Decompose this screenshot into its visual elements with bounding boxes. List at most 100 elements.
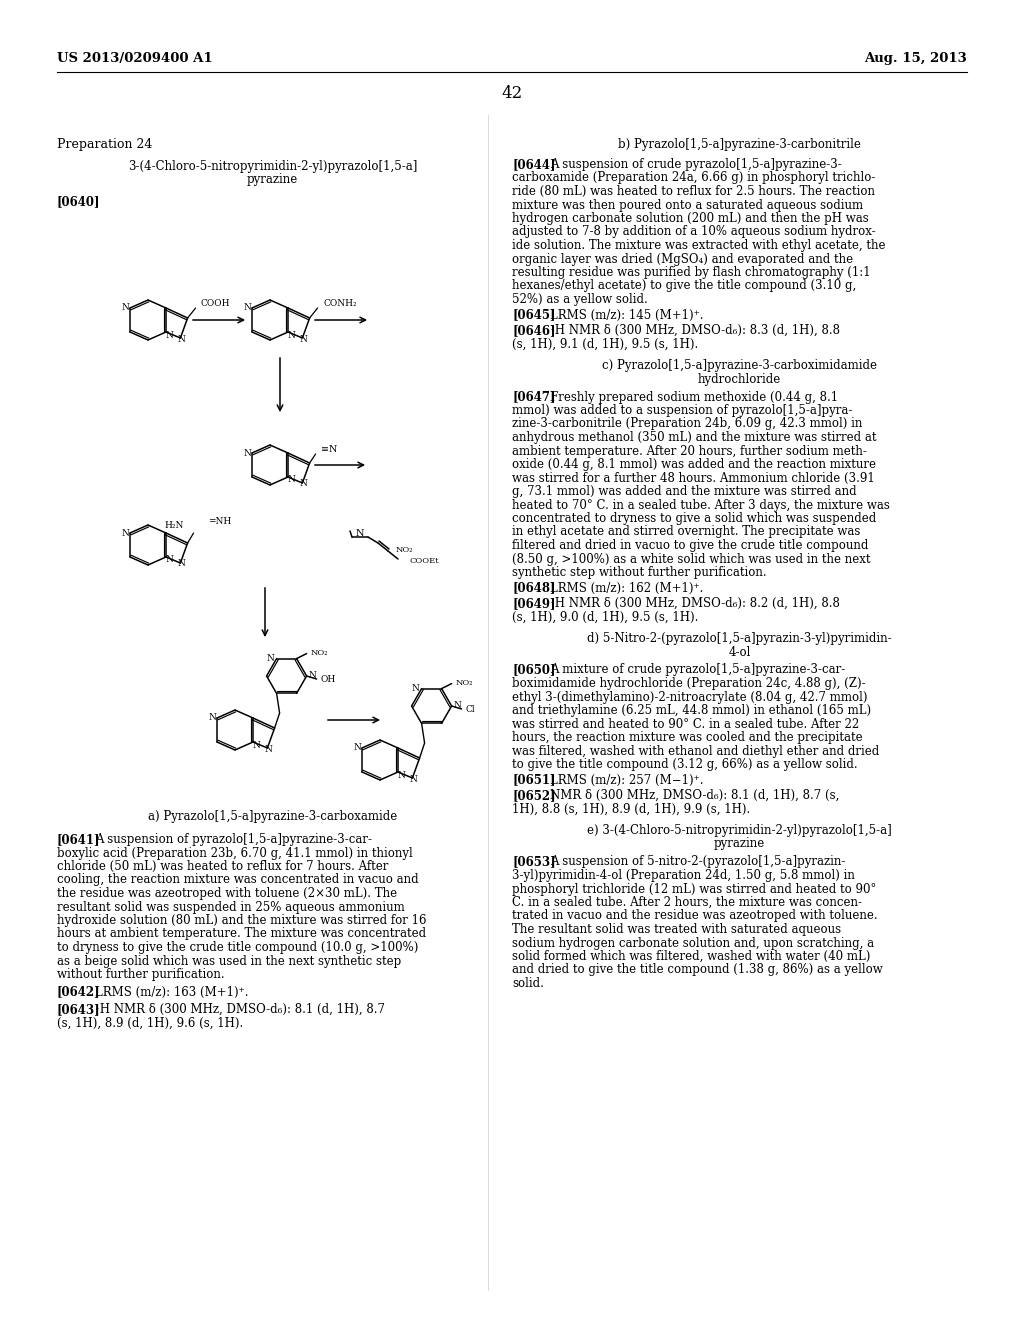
Text: organic layer was dried (MgSO₄) and evaporated and the: organic layer was dried (MgSO₄) and evap…	[512, 252, 853, 265]
Text: the residue was azeotroped with toluene (2×30 mL). The: the residue was azeotroped with toluene …	[57, 887, 397, 900]
Text: b) Pyrazolo[1,5-a]pyrazine-3-carbonitrile: b) Pyrazolo[1,5-a]pyrazine-3-carbonitril…	[618, 139, 861, 150]
Text: A mixture of crude pyrazolo[1,5-a]pyrazine-3-car-: A mixture of crude pyrazolo[1,5-a]pyrazi…	[550, 664, 845, 676]
Text: N: N	[412, 684, 420, 693]
Text: Preparation 24: Preparation 24	[57, 139, 153, 150]
Text: boximidamide hydrochloride (Preparation 24c, 4.88 g), (Z)-: boximidamide hydrochloride (Preparation …	[512, 677, 865, 690]
Text: N: N	[299, 479, 307, 488]
Text: [0653]: [0653]	[512, 855, 556, 869]
Text: g, 73.1 mmol) was added and the mixture was stirred and: g, 73.1 mmol) was added and the mixture …	[512, 484, 857, 498]
Text: was stirred for a further 48 hours. Ammonium chloride (3.91: was stirred for a further 48 hours. Ammo…	[512, 471, 874, 484]
Text: (8.50 g, >100%) as a white solid which was used in the next: (8.50 g, >100%) as a white solid which w…	[512, 553, 870, 565]
Text: N: N	[410, 775, 418, 784]
Text: filtered and dried in vacuo to give the crude title compound: filtered and dried in vacuo to give the …	[512, 539, 868, 552]
Text: cooling, the reaction mixture was concentrated in vacuo and: cooling, the reaction mixture was concen…	[57, 874, 419, 887]
Text: ≡N: ≡N	[321, 445, 337, 454]
Text: [0649]: [0649]	[512, 597, 555, 610]
Text: US 2013/0209400 A1: US 2013/0209400 A1	[57, 51, 213, 65]
Text: OH: OH	[321, 676, 336, 685]
Text: N: N	[355, 528, 365, 537]
Text: ambient temperature. After 20 hours, further sodium meth-: ambient temperature. After 20 hours, fur…	[512, 445, 867, 458]
Text: Aug. 15, 2013: Aug. 15, 2013	[864, 51, 967, 65]
Text: N: N	[397, 771, 404, 780]
Text: C. in a sealed tube. After 2 hours, the mixture was concen-: C. in a sealed tube. After 2 hours, the …	[512, 896, 862, 909]
Text: mixture was then poured onto a saturated aqueous sodium: mixture was then poured onto a saturated…	[512, 198, 863, 211]
Text: ride (80 mL) was heated to reflux for 2.5 hours. The reaction: ride (80 mL) was heated to reflux for 2.…	[512, 185, 874, 198]
Text: boxylic acid (Preparation 23b, 6.70 g, 41.1 mmol) in thionyl: boxylic acid (Preparation 23b, 6.70 g, 4…	[57, 846, 413, 859]
Text: hours at ambient temperature. The mixture was concentrated: hours at ambient temperature. The mixtur…	[57, 928, 426, 940]
Text: N: N	[177, 560, 185, 569]
Text: [0642]: [0642]	[57, 986, 100, 998]
Text: COOH: COOH	[201, 300, 230, 309]
Text: (s, 1H), 9.0 (d, 1H), 9.5 (s, 1H).: (s, 1H), 9.0 (d, 1H), 9.5 (s, 1H).	[512, 610, 698, 623]
Text: in ethyl acetate and stirred overnight. The precipitate was: in ethyl acetate and stirred overnight. …	[512, 525, 860, 539]
Text: =NH: =NH	[208, 516, 230, 525]
Text: (s, 1H), 9.1 (d, 1H), 9.5 (s, 1H).: (s, 1H), 9.1 (d, 1H), 9.5 (s, 1H).	[512, 338, 698, 351]
Text: N: N	[243, 449, 251, 458]
Text: ¹H NMR δ (300 MHz, DMSO-d₆): 8.3 (d, 1H), 8.8: ¹H NMR δ (300 MHz, DMSO-d₆): 8.3 (d, 1H)…	[550, 323, 840, 337]
Text: phosphoryl trichloride (12 mL) was stirred and heated to 90°: phosphoryl trichloride (12 mL) was stirr…	[512, 883, 877, 895]
Text: LRMS (m/z): 145 (M+1)⁺.: LRMS (m/z): 145 (M+1)⁺.	[550, 309, 703, 322]
Text: [0646]: [0646]	[512, 323, 555, 337]
Text: trated in vacuo and the residue was azeotroped with toluene.: trated in vacuo and the residue was azeo…	[512, 909, 878, 923]
Text: ¹H NMR δ (300 MHz, DMSO-d₆): 8.1 (d, 1H), 8.7: ¹H NMR δ (300 MHz, DMSO-d₆): 8.1 (d, 1H)…	[95, 1003, 385, 1016]
Text: [0652]: [0652]	[512, 789, 556, 803]
Text: ¹H NMR δ (300 MHz, DMSO-d₆): 8.2 (d, 1H), 8.8: ¹H NMR δ (300 MHz, DMSO-d₆): 8.2 (d, 1H)…	[550, 597, 840, 610]
Text: [0651]: [0651]	[512, 774, 555, 787]
Text: hydroxide solution (80 mL) and the mixture was stirred for 16: hydroxide solution (80 mL) and the mixtu…	[57, 913, 427, 927]
Text: to dryness to give the crude title compound (10.0 g, >100%): to dryness to give the crude title compo…	[57, 941, 419, 954]
Text: N: N	[121, 304, 129, 313]
Text: N: N	[353, 743, 360, 752]
Text: [0643]: [0643]	[57, 1003, 100, 1016]
Text: N: N	[121, 528, 129, 537]
Text: N: N	[165, 330, 173, 339]
Text: adjusted to 7-8 by addition of a 10% aqueous sodium hydrox-: adjusted to 7-8 by addition of a 10% aqu…	[512, 226, 876, 239]
Text: N: N	[287, 475, 295, 484]
Text: N: N	[299, 334, 307, 343]
Text: was filtered, washed with ethanol and diethyl ether and dried: was filtered, washed with ethanol and di…	[512, 744, 880, 758]
Text: LRMS (m/z): 162 (M+1)⁺.: LRMS (m/z): 162 (M+1)⁺.	[550, 582, 703, 594]
Text: 3-yl)pyrimidin-4-ol (Preparation 24d, 1.50 g, 5.8 mmol) in: 3-yl)pyrimidin-4-ol (Preparation 24d, 1.…	[512, 869, 855, 882]
Text: N: N	[165, 556, 173, 565]
Text: synthetic step without further purification.: synthetic step without further purificat…	[512, 566, 767, 579]
Text: N: N	[177, 334, 185, 343]
Text: heated to 70° C. in a sealed tube. After 3 days, the mixture was: heated to 70° C. in a sealed tube. After…	[512, 499, 890, 511]
Text: without further purification.: without further purification.	[57, 968, 224, 981]
Text: N: N	[287, 330, 295, 339]
Text: N: N	[454, 701, 462, 710]
Text: 3-(4-Chloro-5-nitropyrimidin-2-yl)pyrazolo[1,5-a]: 3-(4-Chloro-5-nitropyrimidin-2-yl)pyrazo…	[128, 160, 417, 173]
Text: d) 5-Nitro-2-(pyrazolo[1,5-a]pyrazin-3-yl)pyrimidin-: d) 5-Nitro-2-(pyrazolo[1,5-a]pyrazin-3-y…	[587, 632, 892, 645]
Text: as a beige solid which was used in the next synthetic step: as a beige solid which was used in the n…	[57, 954, 401, 968]
Text: NMR δ (300 MHz, DMSO-d₆): 8.1 (d, 1H), 8.7 (s,: NMR δ (300 MHz, DMSO-d₆): 8.1 (d, 1H), 8…	[550, 789, 840, 803]
Text: 4-ol: 4-ol	[728, 645, 751, 659]
Text: 52%) as a yellow solid.: 52%) as a yellow solid.	[512, 293, 648, 306]
Text: N: N	[266, 655, 274, 663]
Text: NO₂: NO₂	[310, 648, 328, 656]
Text: [0644]: [0644]	[512, 158, 555, 172]
Text: NO₂: NO₂	[456, 678, 473, 686]
Text: A suspension of pyrazolo[1,5-a]pyrazine-3-car-: A suspension of pyrazolo[1,5-a]pyrazine-…	[95, 833, 372, 846]
Text: ide solution. The mixture was extracted with ethyl acetate, the: ide solution. The mixture was extracted …	[512, 239, 886, 252]
Text: oxide (0.44 g, 8.1 mmol) was added and the reaction mixture: oxide (0.44 g, 8.1 mmol) was added and t…	[512, 458, 876, 471]
Text: LRMS (m/z): 257 (M−1)⁺.: LRMS (m/z): 257 (M−1)⁺.	[550, 774, 703, 787]
Text: N: N	[308, 672, 316, 681]
Text: solid.: solid.	[512, 977, 544, 990]
Text: [0641]: [0641]	[57, 833, 100, 846]
Text: concentrated to dryness to give a solid which was suspended: concentrated to dryness to give a solid …	[512, 512, 877, 525]
Text: mmol) was added to a suspension of pyrazolo[1,5-a]pyra-: mmol) was added to a suspension of pyraz…	[512, 404, 852, 417]
Text: N: N	[208, 714, 216, 722]
Text: [0648]: [0648]	[512, 582, 555, 594]
Text: COOEt: COOEt	[410, 557, 439, 565]
Text: N: N	[252, 741, 260, 750]
Text: pyrazine: pyrazine	[714, 837, 765, 850]
Text: [0645]: [0645]	[512, 309, 555, 322]
Text: resulting residue was purified by flash chromatography (1:1: resulting residue was purified by flash …	[512, 267, 870, 279]
Text: 42: 42	[502, 84, 522, 102]
Text: chloride (50 mL) was heated to reflux for 7 hours. After: chloride (50 mL) was heated to reflux fo…	[57, 861, 388, 873]
Text: hydrochloride: hydrochloride	[698, 372, 781, 385]
Text: to give the title compound (3.12 g, 66%) as a yellow solid.: to give the title compound (3.12 g, 66%)…	[512, 758, 858, 771]
Text: A suspension of crude pyrazolo[1,5-a]pyrazine-3-: A suspension of crude pyrazolo[1,5-a]pyr…	[550, 158, 842, 172]
Text: sodium hydrogen carbonate solution and, upon scratching, a: sodium hydrogen carbonate solution and, …	[512, 936, 874, 949]
Text: [0650]: [0650]	[512, 664, 555, 676]
Text: hydrogen carbonate solution (200 mL) and then the pH was: hydrogen carbonate solution (200 mL) and…	[512, 213, 868, 224]
Text: The resultant solid was treated with saturated aqueous: The resultant solid was treated with sat…	[512, 923, 841, 936]
